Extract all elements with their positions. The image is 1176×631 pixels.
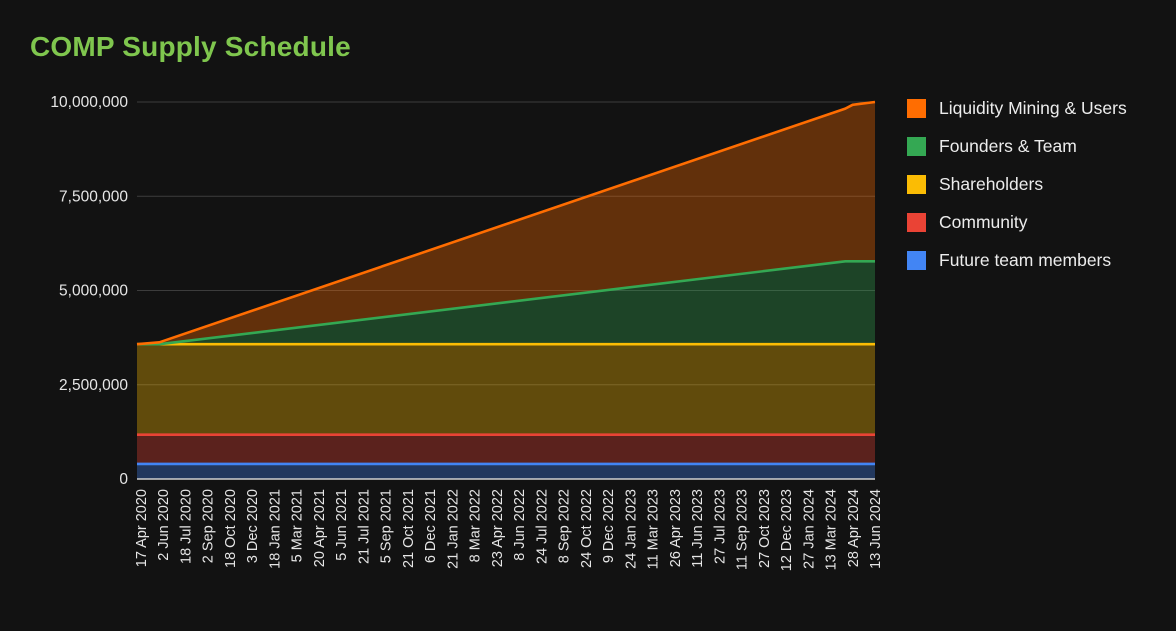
grid-lines	[137, 101, 875, 386]
area-future-team-members	[137, 463, 875, 479]
x-tick-label: 21 Jan 2022	[445, 489, 461, 569]
legend-item-liquidity-mining-users: Liquidity Mining & Users	[907, 89, 1127, 127]
x-tick-label: 5 Sep 2021	[379, 489, 395, 563]
legend-label: Liquidity Mining & Users	[939, 97, 1127, 118]
line-liquidity-mining-users	[136, 100, 876, 346]
x-tick-label: 12 Dec 2023	[779, 489, 795, 571]
x-tick-label: 5 Jun 2021	[334, 489, 350, 561]
x-tick-label: 2 Sep 2020	[201, 489, 217, 563]
x-tick-label: 24 Oct 2022	[579, 489, 595, 568]
legend-swatch	[907, 136, 926, 156]
x-tick-label: 8 Mar 2022	[468, 489, 484, 562]
x-tick-label: 9 Dec 2022	[601, 489, 617, 563]
x-tick-label: 8 Jun 2022	[512, 489, 528, 561]
legend-label: Community	[939, 212, 1028, 233]
y-tick-label: 10,000,000	[50, 94, 128, 111]
x-tick-label: 27 Jan 2024	[801, 489, 817, 569]
series-lines	[136, 100, 876, 466]
area-shareholders	[137, 344, 875, 435]
legend-item-future-team-members: Future team members	[907, 242, 1127, 280]
legend-swatch	[907, 251, 926, 271]
x-tick-label: 11 Sep 2023	[735, 489, 751, 570]
x-tick-label: 21 Jul 2021	[356, 489, 372, 564]
x-tick-label: 17 Apr 2020	[134, 489, 150, 567]
x-tick-label: 28 Apr 2024	[846, 489, 862, 567]
x-tick-label: 13 Mar 2024	[824, 489, 840, 570]
legend-swatch	[907, 98, 926, 118]
x-tick-labels: 17 Apr 2020 2 Jun 2020 18 Jul 2020 2 Sep 20…	[134, 489, 884, 571]
x-tick-label: 20 Apr 2021	[312, 489, 328, 567]
y-tick-label: 2,500,000	[59, 377, 128, 394]
x-tick-label: 24 Jul 2022	[534, 489, 550, 564]
area-community	[137, 434, 875, 464]
x-tick-label: 23 Apr 2022	[490, 489, 506, 567]
x-tick-label: 11 Jun 2023	[690, 489, 706, 568]
y-tick-labels: 0 2,500,000 5,000,000 7,500,000 10,000,000	[50, 94, 128, 488]
x-tick-label: 27 Jul 2023	[712, 489, 728, 564]
x-tick-label: 6 Dec 2021	[423, 489, 439, 563]
x-tick-label: 18 Oct 2020	[223, 489, 239, 568]
legend-label: Founders & Team	[939, 135, 1077, 156]
legend-label: Future team members	[939, 250, 1112, 271]
x-tick-label: 11 Mar 2023	[646, 489, 662, 569]
x-tick-label: 5 Mar 2021	[290, 489, 306, 562]
chart-legend: Liquidity Mining & Users Founders & Team S…	[907, 89, 1127, 280]
y-tick-label: 7,500,000	[59, 188, 128, 205]
x-tick-label: 8 Sep 2022	[557, 489, 573, 563]
x-tick-label: 24 Jan 2023	[623, 489, 639, 569]
x-tick-label: 13 Jun 2024	[868, 489, 884, 569]
y-tick-label: 0	[119, 471, 128, 488]
x-tick-label: 27 Oct 2023	[757, 489, 773, 568]
x-tick-label: 3 Dec 2020	[245, 489, 261, 563]
x-tick-label: 2 Jun 2020	[156, 489, 172, 561]
y-tick-label: 5,000,000	[59, 283, 128, 300]
legend-swatch	[907, 174, 926, 194]
legend-label: Shareholders	[939, 173, 1044, 194]
x-tick-label: 18 Jan 2021	[268, 489, 284, 569]
x-tick-label: 21 Oct 2021	[401, 489, 417, 568]
x-tick-label: 18 Jul 2020	[179, 489, 195, 564]
legend-item-founders-team: Founders & Team	[907, 127, 1127, 165]
chart-title: COMP Supply Schedule	[30, 31, 351, 62]
legend-swatch	[907, 213, 926, 233]
legend-item-shareholders: Shareholders	[907, 165, 1127, 203]
x-tick-label: 26 Apr 2023	[668, 489, 684, 567]
legend-item-community: Community	[907, 204, 1127, 242]
